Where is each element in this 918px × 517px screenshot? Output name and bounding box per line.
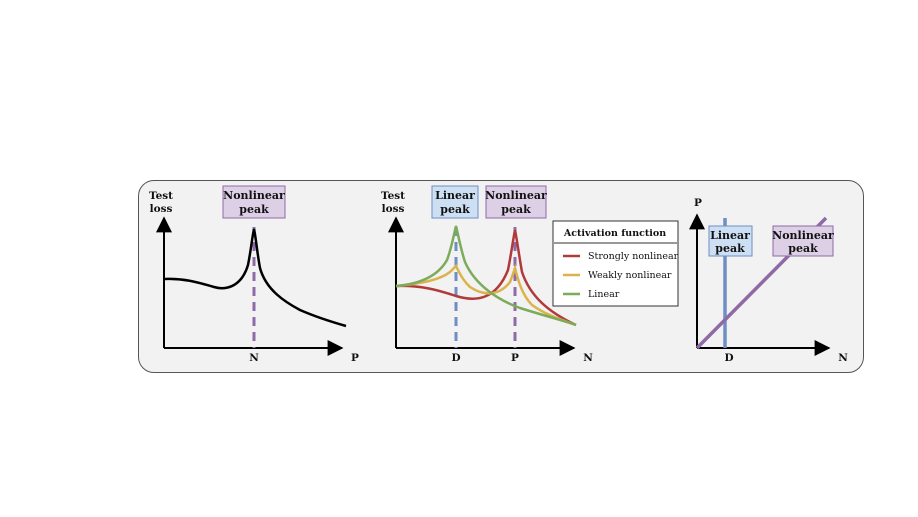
panel3-x-label: N [838, 352, 848, 364]
panel2-curve-strongly-nonlinear [395, 229, 577, 327]
panel1-nonlinear-peak-box [222, 185, 286, 219]
panel2-curve-linear [395, 225, 577, 327]
panel1-tick-n: N [249, 352, 259, 364]
panel2-linear-peak-line2: peak [440, 203, 470, 216]
panel-1: Test loss Nonlinear peak N P [149, 185, 359, 364]
panel3-linear-peak-line2: peak [715, 242, 745, 255]
panel3-nonlinear-peak-line1: Nonlinear [772, 229, 834, 242]
panel3-tick-d: D [724, 352, 733, 364]
panel3-linear-peak-line1: Linear [710, 229, 750, 242]
panel1-nonlinear-peak-line1: Nonlinear [223, 189, 285, 202]
legend-title: Activation function [563, 228, 666, 239]
panel-3: P Linear peak Nonlinear peak D N [689, 197, 848, 364]
panel2-linear-peak-line1: Linear [435, 189, 475, 202]
panel2-tick-p: P [511, 352, 519, 364]
legend-item-strongly-nonlinear: Strongly nonlinear [588, 251, 679, 262]
panel2-linear-peak-box [431, 185, 479, 219]
panel2-nonlinear-peak-line2: peak [501, 203, 531, 216]
panel3-linear-peak-box [708, 225, 753, 257]
legend-item-linear: Linear [588, 289, 620, 300]
panel-2: Test loss Linear peak Nonlinear peak D P… [381, 185, 679, 364]
panel1-test-loss-curve [163, 228, 347, 328]
panel1-x-label: P [351, 352, 359, 364]
panel3-nonlinear-peak-box [772, 225, 834, 257]
panel3-y-label: P [694, 197, 702, 209]
panel2-ylabel-line1: Test [381, 190, 405, 202]
panel3-nonlinear-peak-line2: peak [788, 242, 818, 255]
panel1-nonlinear-peak-line2: peak [239, 203, 269, 216]
legend-box [552, 220, 679, 307]
panel2-x-label: N [583, 352, 593, 364]
panel1-ylabel-line2: loss [150, 203, 173, 215]
panel2-nonlinear-peak-line1: Nonlinear [485, 189, 547, 202]
panel2-legend: Activation function Strongly nonlinear W… [552, 220, 679, 307]
panel2-tick-d: D [451, 352, 460, 364]
panel2-nonlinear-peak-box [485, 185, 547, 219]
panel1-ylabel-line1: Test [149, 190, 173, 202]
legend-item-weakly-nonlinear: Weakly nonlinear [588, 270, 672, 281]
panel2-ylabel-line2: loss [382, 203, 405, 215]
